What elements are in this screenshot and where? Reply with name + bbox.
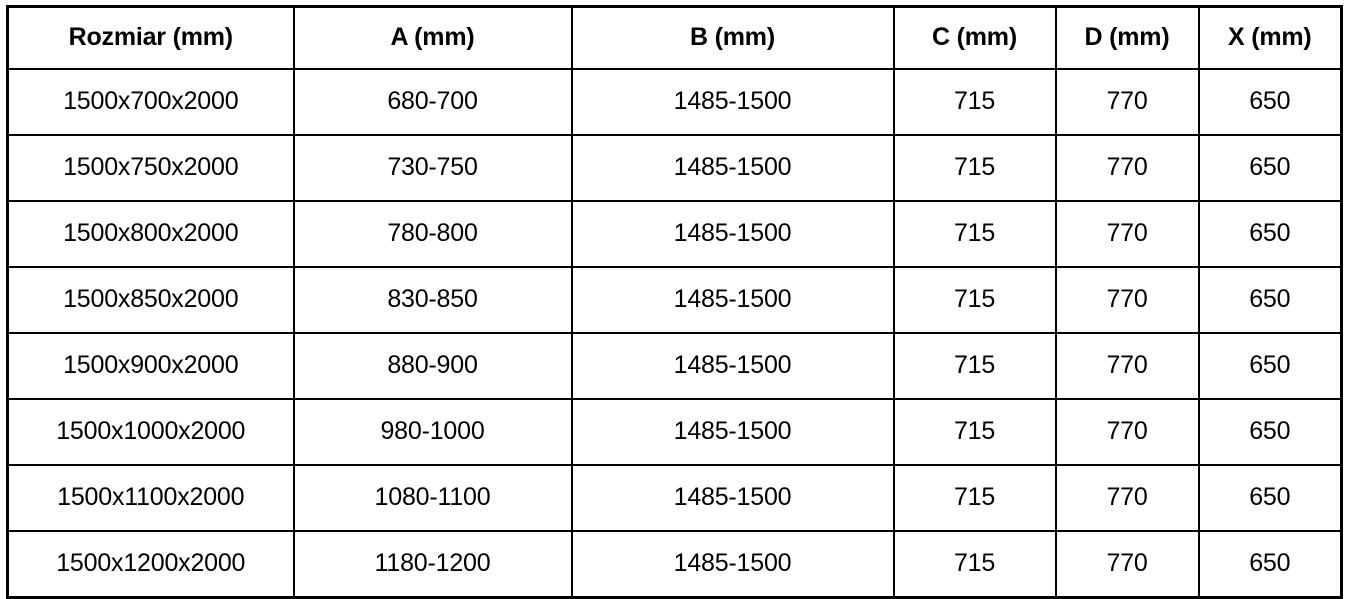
dimensions-table-container: Rozmiar (mm) A (mm) B (mm) C (mm) D (mm)… [6, 5, 1343, 599]
cell-d: 770 [1054, 464, 1200, 532]
cell-x: 650 [1197, 68, 1343, 136]
cell-c: 715 [892, 68, 1057, 136]
cell-size: 1500x1100x2000 [6, 464, 295, 532]
cell-x: 650 [1197, 332, 1343, 400]
column-header-c: C (mm) [892, 5, 1057, 70]
table-row: 1500x800x2000 780-800 1485-1500 715 770 … [6, 200, 1343, 268]
cell-x: 650 [1197, 464, 1343, 532]
cell-a: 830-850 [292, 266, 573, 334]
cell-b: 1485-1500 [570, 398, 895, 466]
cell-c: 715 [892, 332, 1057, 400]
column-header-a: A (mm) [292, 5, 573, 70]
cell-x: 650 [1197, 530, 1343, 599]
cell-d: 770 [1054, 266, 1200, 334]
cell-a: 780-800 [292, 200, 573, 268]
cell-a: 880-900 [292, 332, 573, 400]
cell-size: 1500x850x2000 [6, 266, 295, 334]
cell-c: 715 [892, 530, 1057, 599]
cell-a: 680-700 [292, 68, 573, 136]
cell-d: 770 [1054, 68, 1200, 136]
cell-c: 715 [892, 266, 1057, 334]
table-row: 1500x700x2000 680-700 1485-1500 715 770 … [6, 68, 1343, 136]
cell-b: 1485-1500 [570, 68, 895, 136]
table-row: 1500x900x2000 880-900 1485-1500 715 770 … [6, 332, 1343, 400]
cell-size: 1500x900x2000 [6, 332, 295, 400]
table-body: 1500x700x2000 680-700 1485-1500 715 770 … [6, 68, 1343, 599]
cell-x: 650 [1197, 200, 1343, 268]
cell-size: 1500x1200x2000 [6, 530, 295, 599]
dimensions-table: Rozmiar (mm) A (mm) B (mm) C (mm) D (mm)… [6, 5, 1343, 599]
cell-c: 715 [892, 200, 1057, 268]
column-header-x: X (mm) [1197, 5, 1343, 70]
column-header-d: D (mm) [1054, 5, 1200, 70]
table-row: 1500x1200x2000 1180-1200 1485-1500 715 7… [6, 530, 1343, 599]
table-row: 1500x750x2000 730-750 1485-1500 715 770 … [6, 134, 1343, 202]
table-header: Rozmiar (mm) A (mm) B (mm) C (mm) D (mm)… [6, 5, 1343, 70]
cell-a: 1180-1200 [292, 530, 573, 599]
cell-b: 1485-1500 [570, 464, 895, 532]
cell-b: 1485-1500 [570, 530, 895, 599]
table-row: 1500x850x2000 830-850 1485-1500 715 770 … [6, 266, 1343, 334]
cell-a: 980-1000 [292, 398, 573, 466]
cell-a: 1080-1100 [292, 464, 573, 532]
cell-c: 715 [892, 134, 1057, 202]
cell-b: 1485-1500 [570, 266, 895, 334]
cell-b: 1485-1500 [570, 134, 895, 202]
cell-size: 1500x1000x2000 [6, 398, 295, 466]
cell-size: 1500x800x2000 [6, 200, 295, 268]
cell-a: 730-750 [292, 134, 573, 202]
table-header-row: Rozmiar (mm) A (mm) B (mm) C (mm) D (mm)… [6, 5, 1343, 70]
cell-size: 1500x700x2000 [6, 68, 295, 136]
cell-b: 1485-1500 [570, 200, 895, 268]
cell-d: 770 [1054, 398, 1200, 466]
cell-c: 715 [892, 464, 1057, 532]
table-row: 1500x1000x2000 980-1000 1485-1500 715 77… [6, 398, 1343, 466]
cell-x: 650 [1197, 398, 1343, 466]
cell-x: 650 [1197, 266, 1343, 334]
cell-d: 770 [1054, 200, 1200, 268]
cell-d: 770 [1054, 530, 1200, 599]
cell-d: 770 [1054, 332, 1200, 400]
cell-d: 770 [1054, 134, 1200, 202]
cell-b: 1485-1500 [570, 332, 895, 400]
cell-c: 715 [892, 398, 1057, 466]
column-header-b: B (mm) [570, 5, 895, 70]
cell-x: 650 [1197, 134, 1343, 202]
table-row: 1500x1100x2000 1080-1100 1485-1500 715 7… [6, 464, 1343, 532]
cell-size: 1500x750x2000 [6, 134, 295, 202]
column-header-size: Rozmiar (mm) [6, 5, 295, 70]
